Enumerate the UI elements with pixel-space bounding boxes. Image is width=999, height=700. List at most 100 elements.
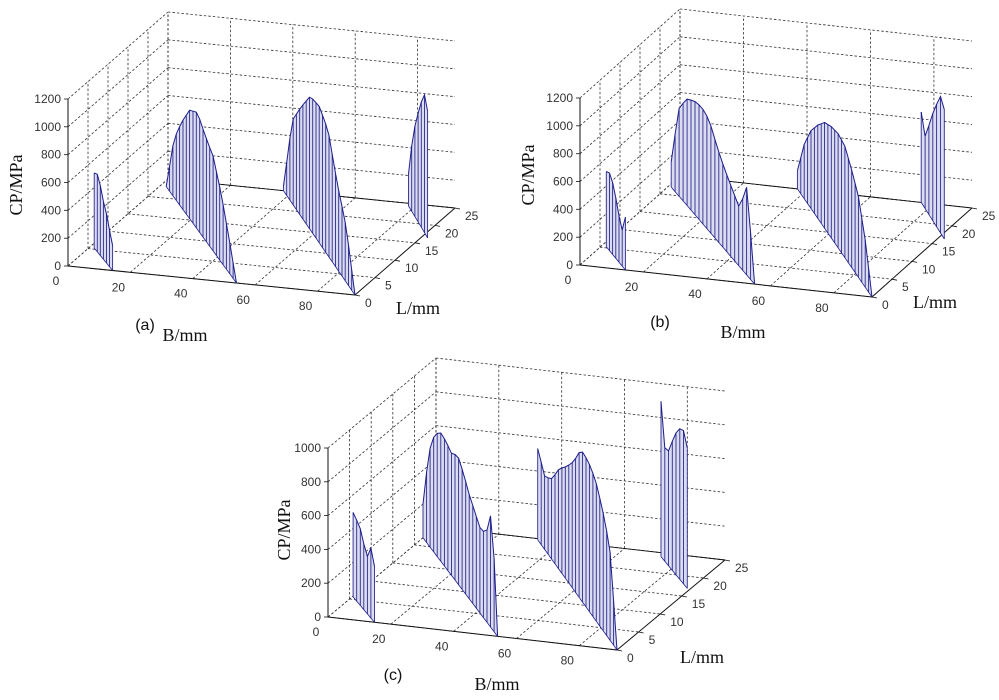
- b-axis-title: B/mm: [162, 325, 207, 345]
- ridge-3: [796, 121, 873, 298]
- ridge-base-line: [422, 537, 498, 637]
- z-tick-label: 200: [301, 576, 321, 590]
- ridge-1: [352, 512, 375, 623]
- ridge-base-line: [920, 202, 945, 240]
- z-tick-label: 0: [54, 259, 61, 273]
- ridge-top-line: [660, 401, 688, 452]
- ridge-top-line: [606, 171, 626, 231]
- b-tick-label: 80: [299, 299, 313, 313]
- ridge-base-line: [165, 186, 237, 284]
- gridline-left-horizontal: [327, 391, 437, 483]
- l-tick-label: 0: [882, 298, 889, 312]
- gridline-left-horizontal: [67, 95, 169, 183]
- l-tick: [703, 577, 709, 580]
- z-tick-label: 600: [41, 176, 61, 190]
- gridline-floor-l: [619, 229, 913, 262]
- l-tick: [724, 559, 731, 562]
- z-tick-label: 400: [41, 203, 61, 217]
- z-axis-title: CP/MPa: [6, 154, 26, 215]
- l-tick-label: 20: [445, 226, 459, 240]
- b-tick-label: 60: [237, 293, 251, 307]
- gridline-left-horizontal: [67, 150, 169, 239]
- ridge-base-line: [352, 596, 375, 623]
- gridline-left-horizontal: [327, 492, 437, 584]
- b-tick-label: 20: [112, 280, 126, 294]
- ridge-base-line: [283, 190, 356, 296]
- gridline-back-horizontal: [679, 36, 973, 70]
- ridge-top-line: [282, 96, 356, 296]
- l-tick-label: 20: [962, 227, 976, 241]
- ridge-top-line: [165, 109, 237, 284]
- ridge-4: [408, 93, 429, 239]
- ridge-2: [670, 98, 756, 285]
- l-tick: [971, 207, 978, 210]
- z-tick-label: 0: [566, 258, 573, 272]
- l-axis: [871, 207, 973, 298]
- b-axis-title: B/mm: [720, 322, 765, 342]
- ridge-4: [660, 401, 688, 589]
- b-tick-label: 40: [435, 639, 449, 653]
- gridline-left-horizontal: [579, 175, 681, 266]
- gridline-left-horizontal: [327, 526, 437, 618]
- gridline-left-horizontal: [67, 178, 169, 267]
- ridge-top-line: [920, 95, 945, 137]
- l-tick: [951, 225, 958, 228]
- l-tick-label: 5: [385, 279, 392, 293]
- z-tick-label: 0: [314, 610, 321, 624]
- l-tick: [374, 277, 381, 279]
- z-tick-label: 200: [553, 230, 573, 244]
- z-tick-label: 1000: [546, 119, 573, 133]
- gridline-left-horizontal: [327, 357, 437, 449]
- l-tick: [414, 242, 421, 245]
- ridge-base-line: [660, 556, 688, 589]
- gridline-floor-l: [107, 230, 396, 261]
- z-tick-label: 600: [553, 175, 573, 189]
- l-tick-label: 10: [922, 262, 936, 276]
- gridline-left-horizontal: [579, 120, 681, 210]
- gridline-floor-l: [392, 562, 682, 597]
- gridline-floor-l: [639, 211, 933, 244]
- panel-label: (b): [650, 314, 670, 331]
- l-axis: [354, 207, 456, 296]
- gridline-floor-l: [147, 196, 436, 226]
- gridline-floor-l: [659, 193, 953, 227]
- l-axis-title: L/mm: [680, 647, 724, 667]
- l-tick-label: 0: [627, 651, 634, 665]
- l-tick: [871, 296, 878, 299]
- gridline-back-horizontal: [167, 39, 456, 70]
- gridline-floor-b: [579, 555, 688, 647]
- z-tick-label: 400: [301, 542, 321, 556]
- gridline-back-horizontal: [167, 67, 456, 98]
- gridline-floor-l: [127, 213, 416, 244]
- panel-label: (a): [135, 317, 155, 334]
- ridge-1: [605, 171, 626, 271]
- z-tick-label: 200: [41, 231, 61, 245]
- ridge-3: [282, 96, 356, 296]
- l-tick-label: 15: [692, 597, 706, 611]
- gridline-left-horizontal: [579, 92, 681, 182]
- ridge-fill: [423, 433, 498, 637]
- ridge-base-line: [605, 246, 626, 271]
- gridline-back-horizontal: [435, 391, 726, 426]
- ridge-2: [165, 109, 237, 284]
- l-tick-label: 0: [365, 296, 372, 310]
- l-axis: [616, 559, 726, 651]
- ridge-4: [920, 95, 945, 240]
- panel-label: (c): [384, 667, 403, 684]
- gridline-left-horizontal: [579, 36, 681, 127]
- gridline-left-horizontal: [67, 39, 169, 128]
- gridline-left-horizontal: [327, 459, 437, 550]
- l-tick: [911, 261, 918, 263]
- z-tick-label: 1200: [34, 92, 61, 106]
- ridge-base-line: [797, 188, 873, 298]
- gridline-back-horizontal: [679, 8, 973, 42]
- gridline-left-horizontal: [67, 67, 169, 156]
- b-tick-label: 40: [688, 287, 702, 301]
- gridline-left-horizontal: [579, 64, 681, 154]
- l-axis-title: L/mm: [396, 298, 440, 318]
- z-tick-label: 1000: [34, 120, 61, 134]
- ridge-base-line: [670, 186, 755, 285]
- z-tick-label: 800: [553, 147, 573, 161]
